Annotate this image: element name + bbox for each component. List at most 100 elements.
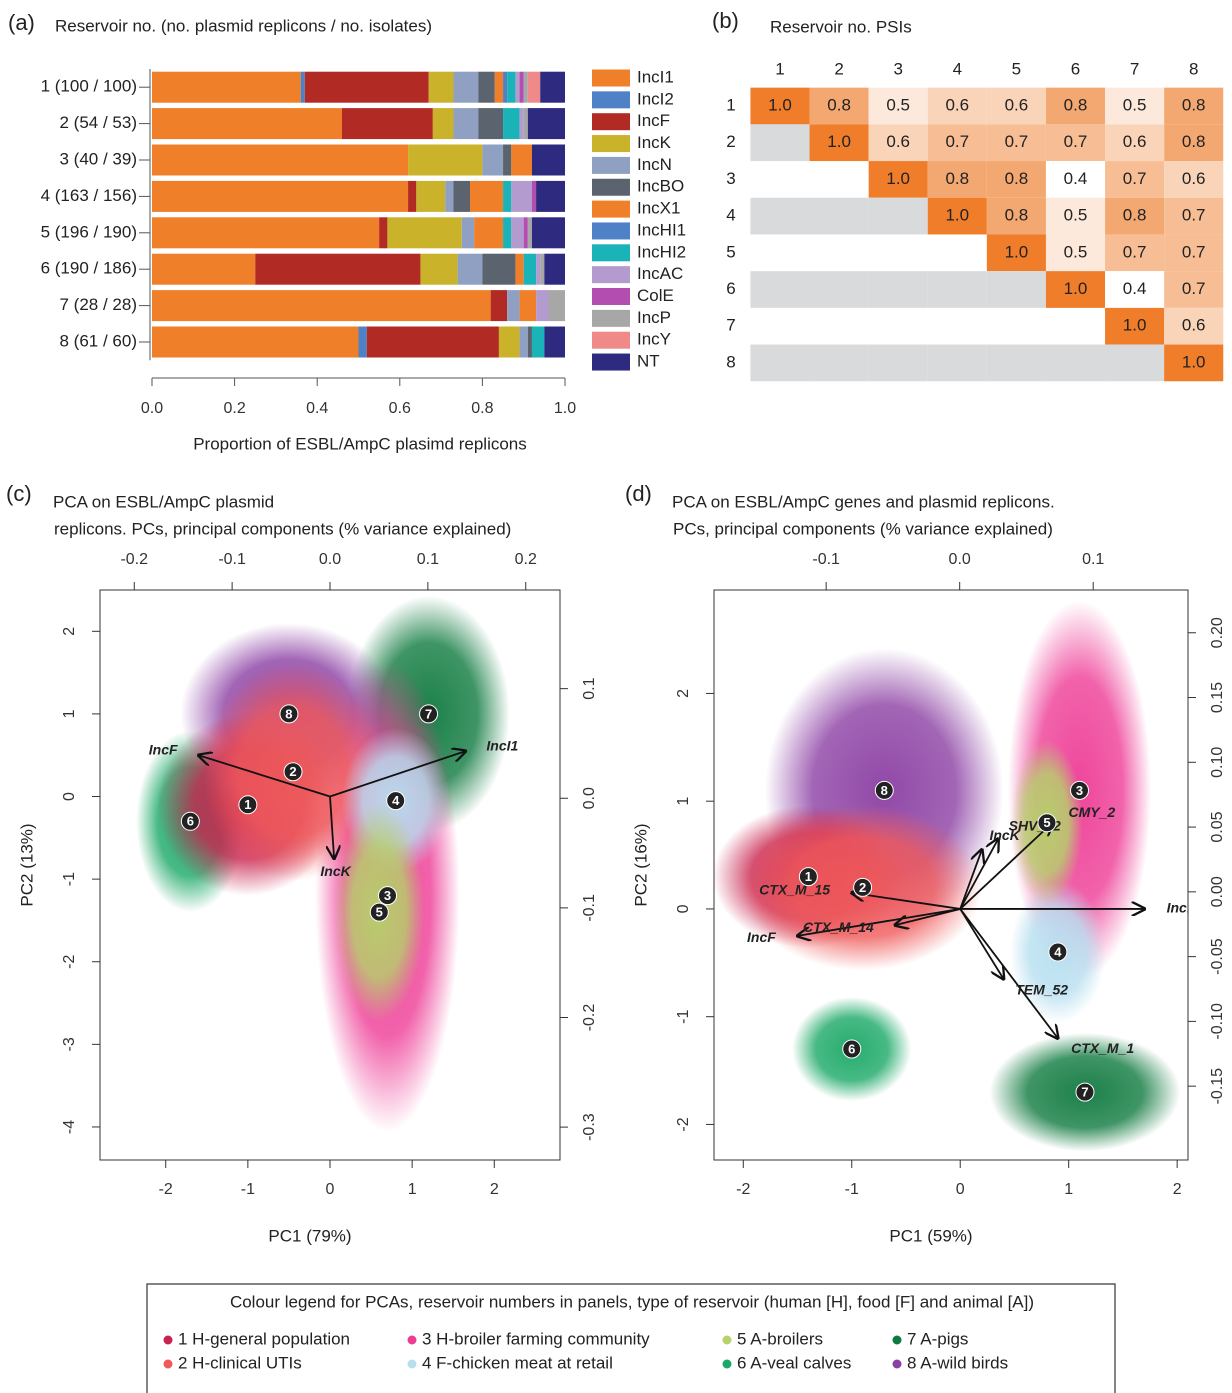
x-axis-label: PC1 (59%) <box>889 1226 972 1245</box>
row-band <box>809 271 869 308</box>
heat-cell <box>1045 124 1106 162</box>
row-band <box>868 344 928 382</box>
arrow-label: IncF <box>149 742 178 758</box>
bar-segment <box>387 217 462 249</box>
group-label: 1 <box>805 869 812 884</box>
x-tick-label: 2 <box>490 1181 499 1198</box>
chart-title: replicons. PCs, principal components (% … <box>54 519 511 538</box>
group-badge <box>283 762 303 782</box>
y-tick-label: 2 <box>61 627 78 636</box>
cell-label: 0.5 <box>1064 206 1088 225</box>
group-label: 5 <box>376 905 383 920</box>
bar-segment <box>515 71 520 103</box>
y-tick-label: 0 <box>61 792 78 801</box>
legend-label: 4 F-chicken meat at retail <box>422 1353 613 1372</box>
group-label: 4 <box>1054 944 1062 959</box>
plot-frame <box>713 589 1189 1161</box>
x-tick-label: 0 <box>956 1181 965 1198</box>
x-axis-label: PC1 (79%) <box>268 1226 351 1245</box>
row-band <box>1105 344 1165 382</box>
cell-label: 0.5 <box>1064 242 1088 261</box>
row-label: 6 <box>726 279 735 298</box>
group-badge <box>180 811 200 831</box>
legend-label: IncY <box>637 330 671 349</box>
bar-segment <box>300 71 305 103</box>
legend-label: 1 H-general population <box>178 1329 350 1348</box>
bar-segment <box>152 253 256 285</box>
legend-dot <box>407 1359 417 1369</box>
row-band <box>1045 344 1106 382</box>
cell-label: 0.8 <box>945 169 969 188</box>
bar-segment <box>511 217 524 249</box>
heat-cell <box>1164 271 1224 308</box>
legend-label: IncX1 <box>637 199 680 218</box>
x2-tick-label: 0.2 <box>515 551 537 568</box>
x2-tick-label: -0.2 <box>120 551 148 568</box>
legend-label: 7 A-pigs <box>907 1329 968 1348</box>
loading-arrow <box>852 893 961 910</box>
cell-label: 0.6 <box>886 132 910 151</box>
bar-segment <box>453 108 479 140</box>
y2-tick-label: 0.20 <box>1209 617 1226 648</box>
bar-segment <box>523 217 528 249</box>
y2-tick-label: -0.15 <box>1209 1068 1226 1105</box>
x-tick-label: 1 <box>408 1181 417 1198</box>
heat-cell <box>927 197 987 235</box>
y-tick-label: -2 <box>675 1117 692 1131</box>
row-label: 4 <box>726 206 735 225</box>
bar-segment <box>527 71 541 103</box>
arrow-label: CTX_M_14 <box>803 919 874 935</box>
bar-segment <box>152 144 409 176</box>
cell-label: 0.6 <box>945 95 969 114</box>
bar-segment <box>511 180 532 212</box>
legend-swatch <box>592 244 630 262</box>
legend-label: 5 A-broilers <box>737 1329 823 1348</box>
loading-arrow <box>199 755 331 798</box>
legend-swatch <box>592 178 630 196</box>
arrow-label: CTX_M_15 <box>759 881 830 897</box>
plot-area: IncF IncI1 IncK 6 7 8 3 1 2 4 5 <box>136 595 519 1132</box>
row-band <box>868 197 928 235</box>
x-tick-label: -1 <box>845 1181 859 1198</box>
loading-arrow <box>959 850 982 910</box>
y2-tick-label: 0.1 <box>581 677 598 699</box>
x-tick-label: 0.2 <box>223 400 245 417</box>
bar-segment <box>503 217 512 249</box>
heat-cell <box>986 87 1046 125</box>
bar-segment <box>519 290 537 322</box>
heat-cell <box>986 124 1046 162</box>
bar-segment <box>531 217 565 249</box>
bar-segment <box>445 180 454 212</box>
legend-label: IncF <box>637 111 670 130</box>
y-tick-label: 4 (163 / 156) <box>41 186 137 205</box>
x-tick-label: 0.6 <box>389 400 411 417</box>
cell-label: 1.0 <box>827 132 851 151</box>
y2-tick-label: 0.10 <box>1209 747 1226 778</box>
group-label: 1 <box>244 797 251 812</box>
legend-dot <box>722 1335 732 1345</box>
legend-swatch <box>592 200 630 218</box>
y2-tick-label: -0.05 <box>1209 938 1226 975</box>
y2-tick-label: 0.00 <box>1209 876 1226 907</box>
x2-tick-label: 0.1 <box>1082 551 1104 568</box>
legend-dot <box>722 1359 732 1369</box>
y2-tick-label: -0.2 <box>581 1004 598 1032</box>
bar-segment <box>519 326 528 358</box>
y-tick-label: 5 (196 / 190) <box>41 222 137 241</box>
bar-segment <box>420 253 458 285</box>
cell-label: 0.6 <box>1005 95 1029 114</box>
legend-label: 3 H-broiler farming community <box>422 1329 650 1348</box>
loading-arrow <box>959 908 1058 1038</box>
row-band <box>927 344 987 382</box>
heat-cell <box>1045 197 1106 235</box>
bar-segment <box>474 217 504 249</box>
cell-label: 0.8 <box>827 95 851 114</box>
loading-arrow <box>329 751 466 798</box>
x-tick-label: 1.0 <box>554 400 576 417</box>
bar-segment <box>304 71 429 103</box>
bar-segment <box>408 144 483 176</box>
legend-dot <box>163 1359 173 1369</box>
heat-cell <box>1105 197 1165 235</box>
bar-segment <box>457 253 483 285</box>
x-tick-label: 0.8 <box>471 400 493 417</box>
